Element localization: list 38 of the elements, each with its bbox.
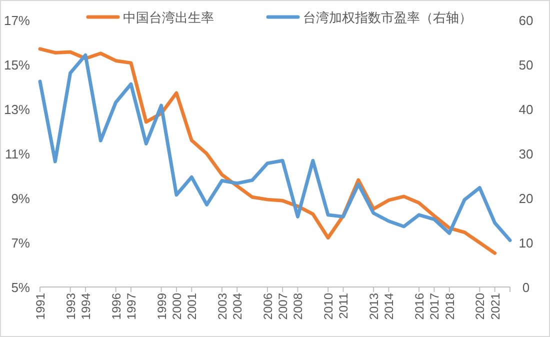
x-tick-label: 2008 [291,292,306,320]
x-tick-label: 2018 [442,292,457,320]
legend-label: 中国台湾出生率 [123,10,214,25]
x-tick-label: 1991 [34,292,48,320]
x-tick-label: 2006 [260,292,275,320]
x-tick-label: 2007 [276,292,290,320]
y-tick-label: 5% [11,280,30,295]
x-tick-label: 2017 [428,292,442,320]
y2-tick-label: 30 [518,146,534,162]
x-tick-label: 2004 [230,292,245,320]
x-tick-label: 2014 [382,292,396,320]
x-tick-label: 2001 [185,292,200,320]
x-tick-label: 2003 [215,292,230,320]
y2-tick-label: 40 [518,102,534,117]
x-tick-label: 2020 [473,292,488,320]
y2-tick-label: 0 [522,280,530,295]
y2-tick-label: 10 [518,236,534,250]
y-tick-label: 9% [11,191,30,206]
x-tick-label: 1993 [64,292,78,320]
x-tick-label: 2000 [170,292,184,320]
y-tick-label: 7% [11,236,30,250]
x-tick-label: 1996 [109,292,124,320]
x-tick-label: 1994 [78,292,93,320]
y-tick-label: 11% [4,146,30,162]
y-tick-label: 13% [4,102,30,117]
x-tick-label: 2011 [336,292,351,319]
x-tick-label: 2010 [322,292,336,320]
y2-tick-label: 20 [518,191,534,206]
x-tick-label: 1997 [124,292,138,320]
x-tick-label: 2013 [367,292,382,320]
y2-tick-label: 50 [518,58,534,72]
x-tick-label: 2021 [488,292,502,320]
x-tick-label: 2016 [412,292,427,320]
y-tick-label: 15% [4,58,30,72]
y-tick-label: 17% [4,13,30,28]
y2-tick-label: 60 [518,13,534,28]
x-tick-label: 1999 [154,292,169,320]
legend-label: 台湾加权指数市盈率（右轴） [303,10,472,25]
